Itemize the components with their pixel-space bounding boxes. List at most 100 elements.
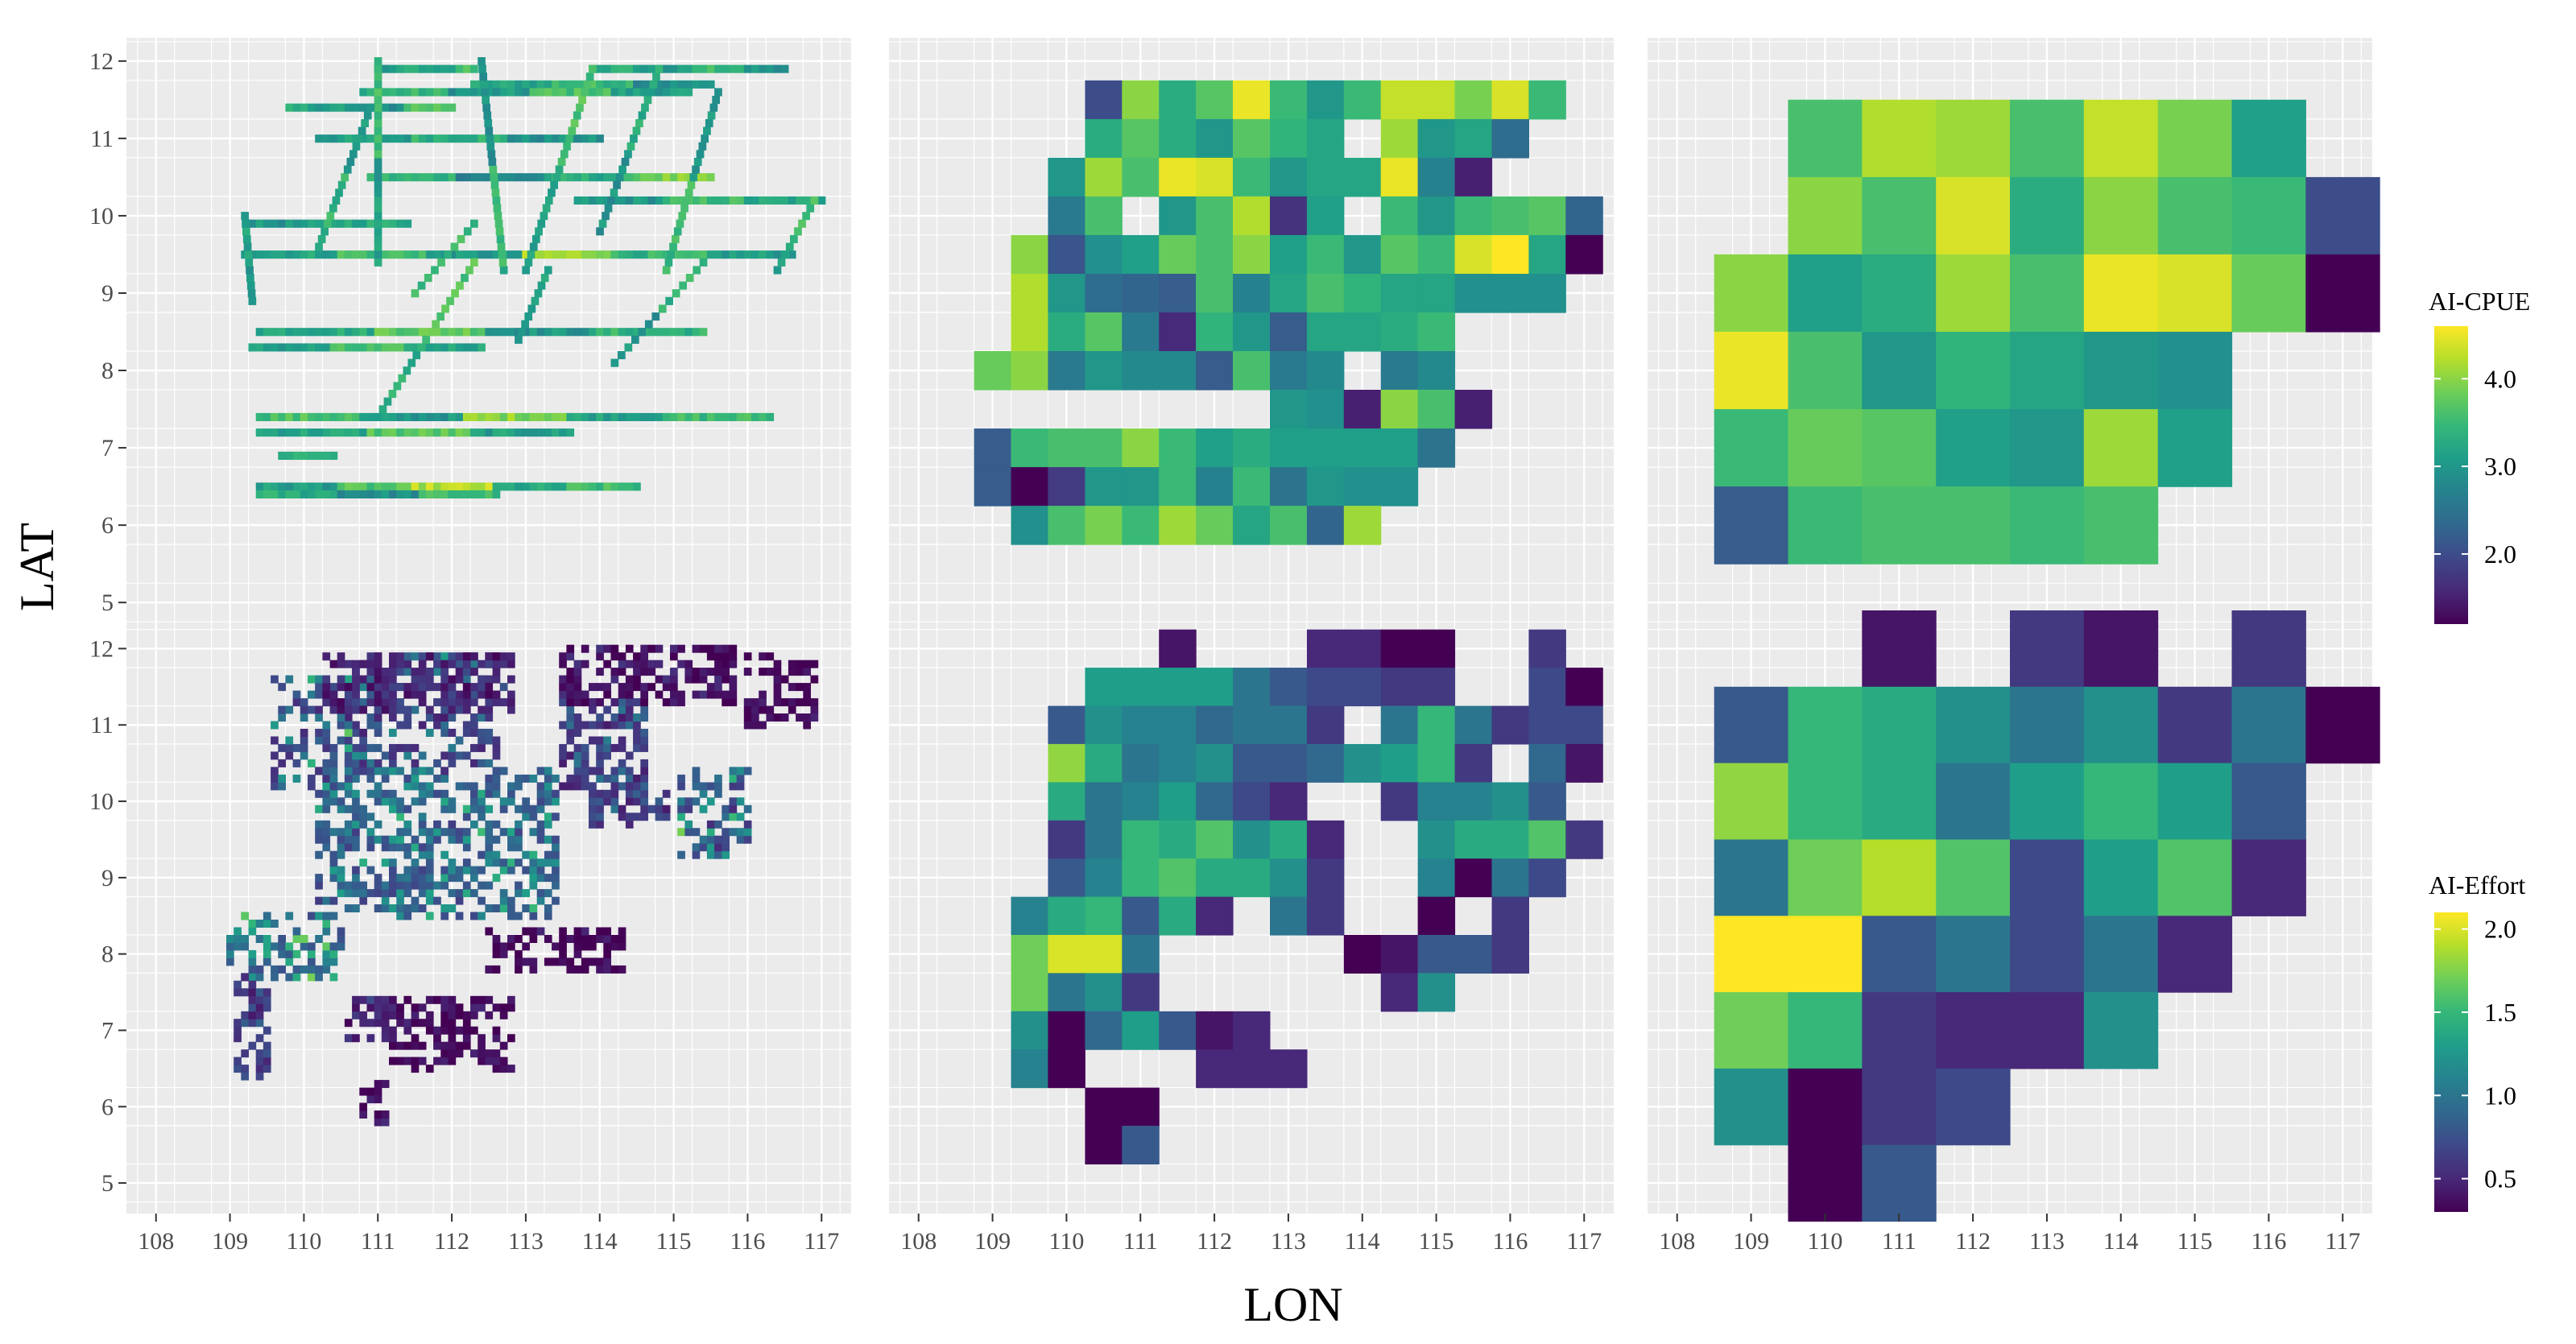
heat-cell	[352, 820, 360, 829]
heat-cell	[515, 835, 523, 844]
heat-cell	[403, 64, 412, 73]
heat-cell	[662, 789, 671, 798]
heat-cell	[234, 980, 242, 989]
heat-cell	[729, 774, 738, 783]
x-tick-label: 108	[900, 1228, 937, 1255]
heat-cell	[455, 64, 464, 73]
heat-cell	[285, 973, 294, 982]
heat-cell	[300, 343, 308, 352]
heat-cell	[300, 698, 308, 707]
heat-cell	[1788, 763, 1863, 840]
heat-cell	[729, 196, 738, 205]
heat-cell	[544, 482, 552, 491]
heat-cell	[529, 173, 538, 182]
heat-cell	[655, 250, 664, 259]
heat-cell	[1196, 467, 1234, 507]
x-axis-col0: 108 109 110 111 112 113 114 115 116 117	[138, 1214, 839, 1255]
heat-cell	[374, 1118, 382, 1127]
heat-cell	[285, 451, 294, 460]
gridlines	[126, 626, 851, 1214]
heat-cell	[485, 482, 494, 491]
heat-cell	[729, 782, 738, 791]
heat-cell	[448, 835, 457, 844]
heat-cell	[425, 729, 434, 737]
heat-cell	[677, 412, 685, 421]
heat-cell	[699, 412, 708, 421]
heat-cell	[492, 1065, 501, 1073]
heat-cell	[1862, 486, 1937, 564]
heat-cell	[234, 927, 242, 936]
heat-cell	[462, 1026, 471, 1035]
heat-cell	[1159, 705, 1197, 745]
heat-cell	[478, 813, 486, 821]
heat-cell	[1343, 157, 1382, 197]
heat-cell	[507, 80, 515, 89]
heat-cells	[1714, 610, 2380, 1222]
heat-cell	[1122, 1126, 1160, 1164]
heat-cell	[544, 850, 552, 859]
heat-cell	[1159, 668, 1197, 707]
heat-cell	[425, 1026, 434, 1035]
heat-cell	[440, 789, 449, 798]
heat-cell	[722, 843, 730, 852]
heat-cell	[573, 111, 581, 120]
heat-cell	[1270, 234, 1308, 275]
heat-cell	[706, 64, 715, 73]
heat-cell	[322, 328, 331, 337]
heat-cell	[714, 412, 722, 421]
heat-cell	[544, 196, 553, 205]
heat-cell	[285, 949, 294, 958]
heat-cell	[337, 736, 345, 745]
heat-cell	[470, 713, 478, 722]
y-axis-title: LAT	[10, 523, 64, 611]
heat-cell	[684, 804, 693, 813]
heat-cell	[610, 935, 619, 943]
heat-cell	[714, 675, 722, 684]
heat-cell	[1788, 486, 1863, 564]
heat-cell	[398, 374, 407, 383]
heat-cell	[566, 736, 575, 745]
heat-cell	[581, 134, 589, 143]
heat-cell	[492, 698, 501, 707]
heat-cell	[407, 358, 416, 367]
heat-cell	[566, 173, 575, 182]
heat-cell	[329, 428, 338, 437]
legend-title: AI-CPUE	[2429, 287, 2530, 316]
heat-cell	[403, 889, 412, 898]
heat-cell	[596, 759, 604, 767]
heat-cell	[1233, 782, 1271, 821]
heat-cell	[522, 850, 530, 859]
heat-cell	[507, 675, 515, 684]
heat-cell	[536, 250, 545, 259]
heat-cell	[433, 1026, 441, 1035]
heat-cell	[766, 668, 775, 676]
heat-cell	[1306, 157, 1345, 197]
heat-cell	[271, 751, 279, 760]
heat-cell	[640, 743, 648, 752]
heat-cell	[2157, 839, 2233, 916]
heat-cell	[1565, 196, 1603, 236]
heat-cell	[803, 660, 811, 668]
heat-cell	[234, 1019, 242, 1028]
heat-cell	[337, 835, 345, 844]
heat-cell	[515, 88, 523, 97]
heat-cell	[300, 713, 308, 722]
heat-cell	[485, 80, 494, 89]
heat-cell	[780, 675, 789, 684]
heat-cell	[1714, 839, 1789, 916]
heat-cell	[425, 858, 434, 867]
heat-cell	[418, 88, 427, 97]
heat-cell	[381, 767, 390, 775]
heat-cell	[537, 219, 546, 228]
heat-cell	[403, 428, 412, 437]
heat-cell	[492, 949, 501, 958]
heat-cell	[337, 675, 345, 684]
heat-cell	[374, 234, 382, 243]
heat-cell	[455, 482, 464, 491]
heat-cell	[300, 250, 308, 259]
heat-cell	[670, 173, 678, 182]
heat-cell	[1159, 629, 1197, 668]
heat-cell	[1306, 820, 1345, 859]
heat-cell	[499, 482, 508, 491]
heat-cell	[478, 866, 486, 875]
